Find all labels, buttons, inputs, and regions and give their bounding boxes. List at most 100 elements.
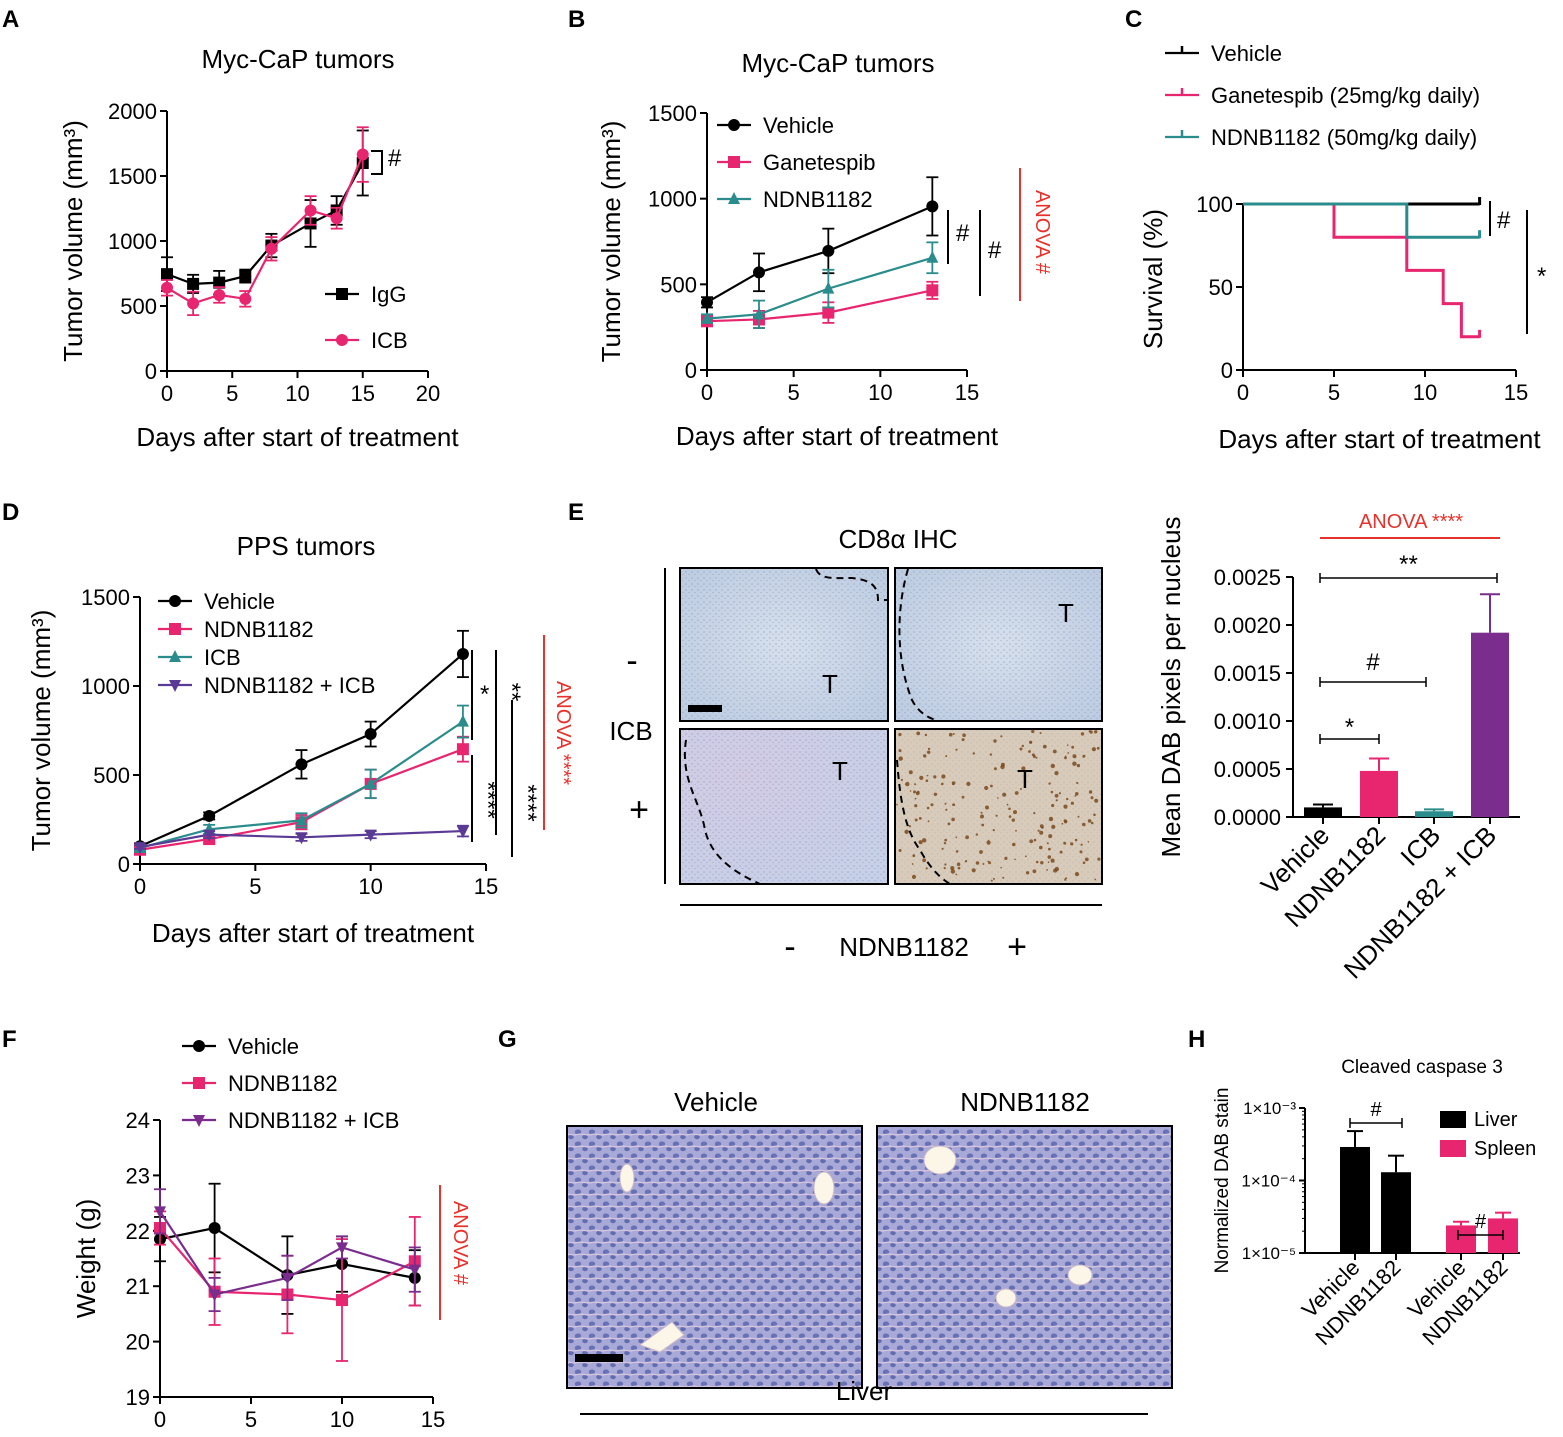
- legend-label: Vehicle: [204, 589, 275, 614]
- dab-dot: [984, 785, 989, 791]
- micrograph-ndnb-plus-icb-minus: T: [894, 567, 1103, 722]
- dab-dot: [1072, 761, 1077, 766]
- dab-dot: [1047, 861, 1050, 863]
- data-point: [456, 714, 469, 727]
- dab-dot: [1008, 807, 1011, 811]
- dab-dot: [922, 838, 927, 843]
- dab-dot: [961, 738, 965, 742]
- dab-dot: [1075, 792, 1079, 796]
- legend-entry: NDNB1182 + ICB: [182, 1108, 399, 1133]
- dab-dot: [1054, 771, 1059, 776]
- legend-label: NDNB1182 + ICB: [204, 673, 375, 698]
- data-point: [926, 250, 939, 263]
- x-tick-label: 20: [416, 381, 440, 406]
- dab-dot: [971, 868, 976, 873]
- bar: [1446, 1225, 1476, 1253]
- dab-dot: [1096, 746, 1100, 750]
- dab-dot: [1014, 858, 1016, 861]
- dab-dot: [987, 860, 990, 863]
- y-tick-label: 1500: [108, 164, 157, 189]
- dab-dot: [1050, 763, 1056, 769]
- data-point: [822, 281, 835, 294]
- dab-dot: [1033, 838, 1037, 842]
- significance-label: #: [1497, 207, 1511, 234]
- dab-dot: [1042, 744, 1047, 749]
- dab-dot: [922, 858, 926, 863]
- dab-dot: [927, 747, 931, 751]
- dab-dot: [956, 862, 961, 867]
- panel-label-d: D: [2, 499, 19, 526]
- label-liver: Liver: [836, 1376, 893, 1406]
- data-point: [281, 1272, 294, 1285]
- legend-entry: NDNB1182 (50mg/kg daily): [1165, 125, 1477, 150]
- dab-dot: [1063, 819, 1067, 823]
- series-line: [166, 162, 364, 286]
- dab-dot: [945, 808, 948, 811]
- liver-micrograph-ndnb1182: [876, 1125, 1173, 1389]
- dab-dot: [1052, 749, 1057, 754]
- dab-dot: [1063, 841, 1067, 845]
- dab-dot: [1021, 744, 1024, 748]
- x-tick-label: 10: [1413, 380, 1437, 405]
- legend-label: Liver: [1474, 1109, 1518, 1131]
- series-line: [706, 289, 933, 323]
- legend-entry: Vehicle: [182, 1034, 299, 1059]
- dab-dot: [1070, 801, 1074, 805]
- dab-dot: [1058, 792, 1061, 795]
- liver-micrograph-vehicle: [566, 1125, 863, 1389]
- y-axis-label: Tumor volume (mm³): [596, 121, 626, 363]
- data-point: [295, 832, 308, 845]
- dab-dot: [925, 867, 928, 870]
- significance-label: *: [480, 681, 489, 708]
- y-axis-label: Tumor volume (mm³): [26, 610, 56, 852]
- x-tick-label: 15: [474, 874, 498, 899]
- dab-dot: [1029, 740, 1033, 744]
- dab-dot: [1094, 878, 1097, 881]
- legend-marker: [193, 1115, 205, 1127]
- dab-dot: [1082, 861, 1086, 864]
- x-tick-label: 10: [330, 1407, 354, 1432]
- dab-dot: [1080, 843, 1083, 846]
- dab-dot: [1079, 850, 1083, 854]
- dab-dot: [927, 750, 931, 754]
- legend-entry: NDNB1182: [717, 187, 873, 212]
- dab-dot: [1048, 782, 1051, 785]
- y-tick-label: 0.0010: [1214, 709, 1281, 734]
- panel-label-e: E: [568, 499, 584, 526]
- x-tick-label: 0: [1237, 380, 1249, 405]
- dab-dot: [1000, 735, 1003, 738]
- legend-marker: [169, 623, 181, 635]
- y-tick-label: 21: [126, 1274, 150, 1299]
- legend-marker: [193, 1040, 205, 1052]
- data-point: [161, 268, 173, 281]
- panel-e-bar-chart: 0.0000 0.0005 0.0010 0.0015 0.0020 0.0025 Mean…: [1156, 511, 1520, 984]
- significance-bracket: #: [371, 145, 402, 175]
- dab-dot: [911, 863, 914, 865]
- y-axis-label: Weight (g): [71, 1199, 101, 1318]
- legend-entry: Vehicle: [158, 589, 275, 614]
- dab-dot: [1080, 732, 1085, 736]
- dab-dot: [989, 753, 993, 756]
- data-point: [364, 776, 377, 789]
- x-tick-label: 15: [421, 1407, 445, 1432]
- anova-label: ANOVA #: [449, 1201, 471, 1286]
- x-tick-label: 5: [249, 874, 261, 899]
- dab-dot: [979, 850, 983, 854]
- data-point: [356, 148, 369, 161]
- y-tick-label: 1×10⁻⁴: [1241, 1172, 1296, 1191]
- significance-bracket: #: [1319, 649, 1427, 687]
- dab-dot: [1046, 869, 1048, 871]
- panel-label-c: C: [1125, 6, 1142, 33]
- legend-entry: Vehicle: [1165, 41, 1282, 66]
- legend-label: Vehicle: [763, 113, 834, 138]
- x-tick-label: 5: [1328, 380, 1340, 405]
- dab-dot: [1035, 860, 1039, 864]
- dab-dot: [962, 733, 966, 737]
- dab-dot: [950, 869, 956, 874]
- dab-dot: [933, 775, 937, 779]
- x-tick-label: 0: [134, 874, 146, 899]
- dab-dot: [923, 754, 927, 758]
- dab-dot: [1028, 750, 1031, 753]
- y-tick-label: 0: [145, 359, 157, 384]
- dab-dot: [1004, 856, 1008, 861]
